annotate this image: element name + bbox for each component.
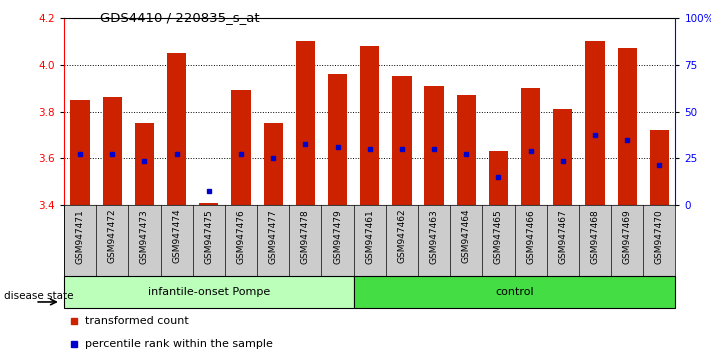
Text: GSM947462: GSM947462 xyxy=(397,209,407,263)
Text: GSM947465: GSM947465 xyxy=(494,209,503,264)
Text: GSM947475: GSM947475 xyxy=(204,209,213,264)
Bar xyxy=(585,41,604,205)
Text: transformed count: transformed count xyxy=(85,316,188,326)
Text: GSM947470: GSM947470 xyxy=(655,209,664,264)
Bar xyxy=(296,41,315,205)
Text: disease state: disease state xyxy=(4,291,73,301)
Text: GSM947478: GSM947478 xyxy=(301,209,310,264)
Text: GSM947466: GSM947466 xyxy=(526,209,535,264)
Bar xyxy=(70,100,90,205)
Text: GSM947464: GSM947464 xyxy=(461,209,471,263)
Text: GSM947472: GSM947472 xyxy=(108,209,117,263)
Bar xyxy=(64,276,353,308)
Bar xyxy=(553,109,572,205)
Text: GSM947477: GSM947477 xyxy=(269,209,278,264)
Bar xyxy=(360,46,380,205)
Text: infantile-onset Pompe: infantile-onset Pompe xyxy=(148,287,270,297)
Bar xyxy=(456,95,476,205)
Text: GSM947473: GSM947473 xyxy=(140,209,149,264)
Bar xyxy=(231,90,251,205)
Text: percentile rank within the sample: percentile rank within the sample xyxy=(85,339,273,349)
Bar xyxy=(167,53,186,205)
Bar xyxy=(488,152,508,205)
Bar xyxy=(392,76,412,205)
Bar xyxy=(199,203,218,205)
Bar xyxy=(650,130,669,205)
Text: GSM947474: GSM947474 xyxy=(172,209,181,263)
Text: GSM947461: GSM947461 xyxy=(365,209,374,264)
Bar xyxy=(521,88,540,205)
Text: GSM947469: GSM947469 xyxy=(623,209,631,264)
Text: GDS4410 / 220835_s_at: GDS4410 / 220835_s_at xyxy=(100,11,260,24)
Bar xyxy=(618,48,637,205)
Text: GSM947479: GSM947479 xyxy=(333,209,342,264)
Bar xyxy=(264,123,283,205)
Text: GSM947468: GSM947468 xyxy=(591,209,599,264)
Text: GSM947467: GSM947467 xyxy=(558,209,567,264)
Text: GSM947463: GSM947463 xyxy=(429,209,439,264)
Bar xyxy=(424,86,444,205)
Text: control: control xyxy=(496,287,534,297)
Bar xyxy=(135,123,154,205)
Bar xyxy=(353,276,675,308)
Bar xyxy=(328,74,347,205)
Text: GSM947476: GSM947476 xyxy=(237,209,245,264)
Text: GSM947471: GSM947471 xyxy=(75,209,85,264)
Bar xyxy=(102,97,122,205)
